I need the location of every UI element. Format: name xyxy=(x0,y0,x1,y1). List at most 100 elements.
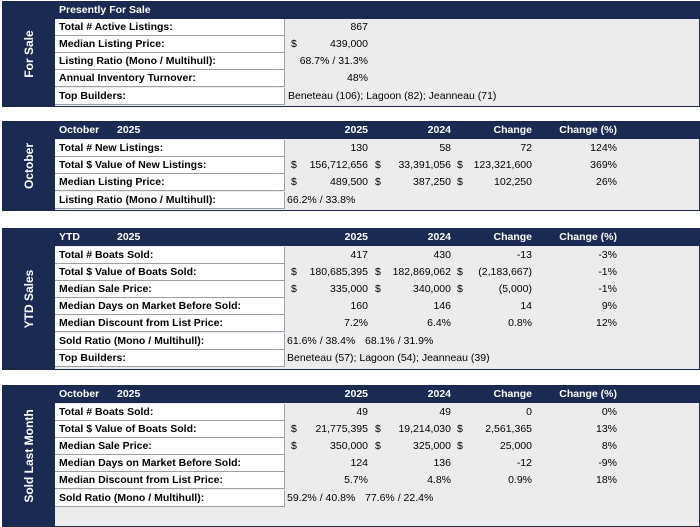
cell-text: 0.9% xyxy=(508,474,532,486)
table-row: Median Discount from List Price: 5.7% 4.… xyxy=(55,472,699,489)
table-row: Total $ Value of New Listings: $ 156,712… xyxy=(55,157,699,174)
label-cell xyxy=(55,315,285,332)
cell-text: 417 xyxy=(350,249,368,261)
cell-text: Listing Ratio (Mono / Multihull): xyxy=(59,55,216,67)
cell-text: 489,500 xyxy=(330,176,368,188)
cell-text: 4.8% xyxy=(427,474,451,486)
label-cell xyxy=(55,472,285,489)
table-row: Median Sale Price: $ 350,000 $ 325,000 $… xyxy=(55,438,699,455)
table-row: Total $ Value of Boats Sold: $ 21,775,39… xyxy=(55,421,699,438)
cell-text: Total $ Value of New Listings: xyxy=(59,159,207,171)
table-row: Sold Ratio (Mono / Multihull): 59.2% / 4… xyxy=(55,490,699,507)
table-row: Total # Boats Sold: 49 49 0 0% xyxy=(55,404,699,421)
cell-text: Total $ Value of Boats Sold: xyxy=(59,266,197,278)
label-cell xyxy=(55,70,285,87)
cell-text: Median Sale Price: xyxy=(59,283,152,295)
cell-text: 124 xyxy=(350,457,368,469)
table-row: Median Days on Market Before Sold: 124 1… xyxy=(55,455,699,472)
cell-text: Change (%) xyxy=(559,124,617,136)
cell-text: 123,321,600 xyxy=(473,159,532,171)
cell-text: 0% xyxy=(601,406,617,418)
cell-text: Median Days on Market Before Sold: xyxy=(59,300,242,312)
cell-text: 58 xyxy=(439,142,451,154)
cell-text: 0 xyxy=(526,406,532,418)
cell-text: 340,000 xyxy=(413,283,451,295)
ytd-sales-side-label: YTD Sales xyxy=(3,229,55,369)
cell-text: $ xyxy=(457,159,463,171)
cell-text: 14 xyxy=(520,300,532,312)
cell-text: 335,000 xyxy=(330,283,368,295)
cell-text: -1% xyxy=(598,283,617,295)
ytd-sales-section: YTD Sales YTD 2025 2025 2024 Change Chan… xyxy=(2,228,700,370)
cell-text: 68.1% / 31.9% xyxy=(365,335,434,347)
cell-text: Sold Ratio (Mono / Multihull): xyxy=(59,492,205,504)
cell-text: $ xyxy=(457,440,463,452)
cell-text: 369% xyxy=(590,159,617,171)
label-cell xyxy=(55,88,285,105)
cell-text: 13% xyxy=(595,423,617,435)
sold-last-month-header: October 2025 2025 2024 Change Change (%) xyxy=(55,386,699,403)
cell-text: 33,391,056 xyxy=(398,159,451,171)
cell-text: 61.6% / 38.4% xyxy=(287,335,356,347)
cell-text: 130 xyxy=(350,142,368,154)
cell-text: 350,000 xyxy=(330,440,368,452)
for-sale-section: For Sale Presently For Sale Total # Acti… xyxy=(2,1,700,107)
table-row: Listing Ratio (Mono / Multihull): 66.2% … xyxy=(55,192,699,209)
cell-text: 59.2% / 40.8% xyxy=(287,492,356,504)
cell-text: Median Listing Price: xyxy=(59,176,165,188)
ytd-header: YTD 2025 2025 2024 Change Change (%) xyxy=(55,229,699,246)
cell-text: 21,775,395 xyxy=(315,423,368,435)
cell-text: Annual Inventory Turnover: xyxy=(59,72,196,84)
table-row: Median Listing Price: $ 439,000 xyxy=(55,36,699,53)
cell-text: 2025 xyxy=(117,231,141,243)
cell-text: Beneteau (106); Lagoon (82); Jeanneau (7… xyxy=(288,90,497,102)
label-cell xyxy=(55,174,285,191)
cell-text: Change (%) xyxy=(559,388,617,400)
cell-text: For Sale xyxy=(22,30,36,78)
cell-text: (2,183,667) xyxy=(478,266,532,278)
cell-text: $ xyxy=(375,176,381,188)
cell-text: 49 xyxy=(356,406,368,418)
cell-text: 0.8% xyxy=(508,317,532,329)
cell-text: 136 xyxy=(433,457,451,469)
table-row: Listing Ratio (Mono / Multihull): 68.7% … xyxy=(55,53,699,70)
cell-text: $ xyxy=(375,440,381,452)
label-cell xyxy=(55,192,285,209)
label-cell xyxy=(55,298,285,315)
cell-text: Total # Boats Sold: xyxy=(59,249,154,261)
cell-text: (5,000) xyxy=(498,283,532,295)
cell-text: 49 xyxy=(439,406,451,418)
cell-text: Listing Ratio (Mono / Multihull): xyxy=(59,194,216,206)
october-side-label: October xyxy=(3,122,55,210)
cell-text: YTD xyxy=(59,231,80,243)
cell-text: $ xyxy=(291,283,297,295)
sold-last-month-side-label: Sold Last Month xyxy=(3,386,55,526)
cell-text: -13 xyxy=(516,249,532,261)
cell-text: 102,250 xyxy=(494,176,532,188)
cell-text: Total # Active Listings: xyxy=(59,21,173,33)
cell-text: Median Discount from List Price: xyxy=(59,317,223,329)
cell-text: Sold Ratio (Mono / Multihull): xyxy=(59,335,205,347)
cell-text: Median Listing Price: xyxy=(59,38,165,50)
label-cell xyxy=(55,281,285,298)
cell-text: October xyxy=(59,388,100,400)
table-row: Annual Inventory Turnover: 48% xyxy=(55,70,699,87)
cell-text: 26% xyxy=(595,176,617,188)
cell-text: $ xyxy=(457,176,463,188)
cell-text: $ xyxy=(291,266,297,278)
label-cell xyxy=(55,350,285,367)
cell-text: 5.7% xyxy=(344,474,368,486)
cell-text: Top Builders: xyxy=(59,90,126,102)
cell-text: 182,869,062 xyxy=(392,266,451,278)
cell-text: Change xyxy=(493,231,532,243)
cell-text: 2025 xyxy=(344,231,368,243)
cell-text: 66.2% / 33.8% xyxy=(287,194,356,206)
cell-text: Median Days on Market Before Sold: xyxy=(59,457,242,469)
label-cell xyxy=(55,36,285,53)
label-cell xyxy=(55,264,285,281)
cell-text: -9% xyxy=(598,457,617,469)
cell-text: $ xyxy=(457,423,463,435)
cell-text: Beneteau (57); Lagoon (54); Jeanneau (39… xyxy=(287,352,490,364)
cell-text: Change (%) xyxy=(559,231,617,243)
cell-text: $ xyxy=(457,283,463,295)
